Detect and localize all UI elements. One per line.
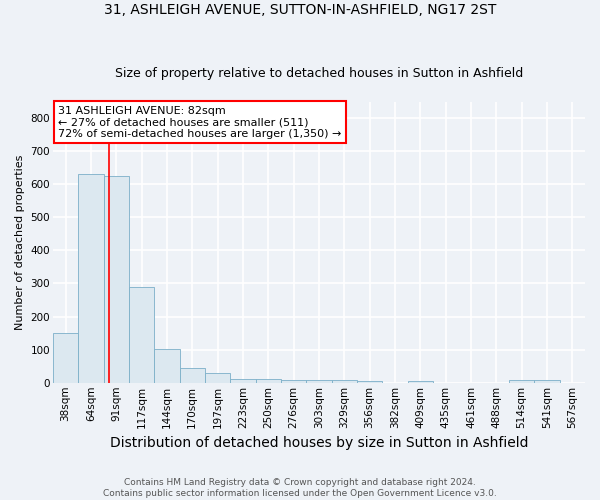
Bar [281, 380, 307, 383]
Y-axis label: Number of detached properties: Number of detached properties [15, 154, 25, 330]
Bar [407, 381, 433, 383]
Bar [179, 368, 205, 383]
Bar [509, 380, 535, 383]
Bar [154, 348, 179, 383]
Title: Size of property relative to detached houses in Sutton in Ashfield: Size of property relative to detached ho… [115, 66, 523, 80]
Bar [332, 380, 357, 383]
Bar [53, 333, 78, 383]
X-axis label: Distribution of detached houses by size in Sutton in Ashfield: Distribution of detached houses by size … [110, 436, 528, 450]
Text: Contains HM Land Registry data © Crown copyright and database right 2024.
Contai: Contains HM Land Registry data © Crown c… [103, 478, 497, 498]
Bar [535, 380, 560, 383]
Bar [307, 380, 332, 383]
Bar [129, 287, 154, 383]
Bar [230, 380, 256, 383]
Bar [104, 176, 129, 383]
Bar [78, 174, 104, 383]
Text: 31, ASHLEIGH AVENUE, SUTTON-IN-ASHFIELD, NG17 2ST: 31, ASHLEIGH AVENUE, SUTTON-IN-ASHFIELD,… [104, 2, 496, 16]
Text: 31 ASHLEIGH AVENUE: 82sqm
← 27% of detached houses are smaller (511)
72% of semi: 31 ASHLEIGH AVENUE: 82sqm ← 27% of detac… [58, 106, 341, 139]
Bar [357, 381, 382, 383]
Bar [205, 373, 230, 383]
Bar [256, 380, 281, 383]
